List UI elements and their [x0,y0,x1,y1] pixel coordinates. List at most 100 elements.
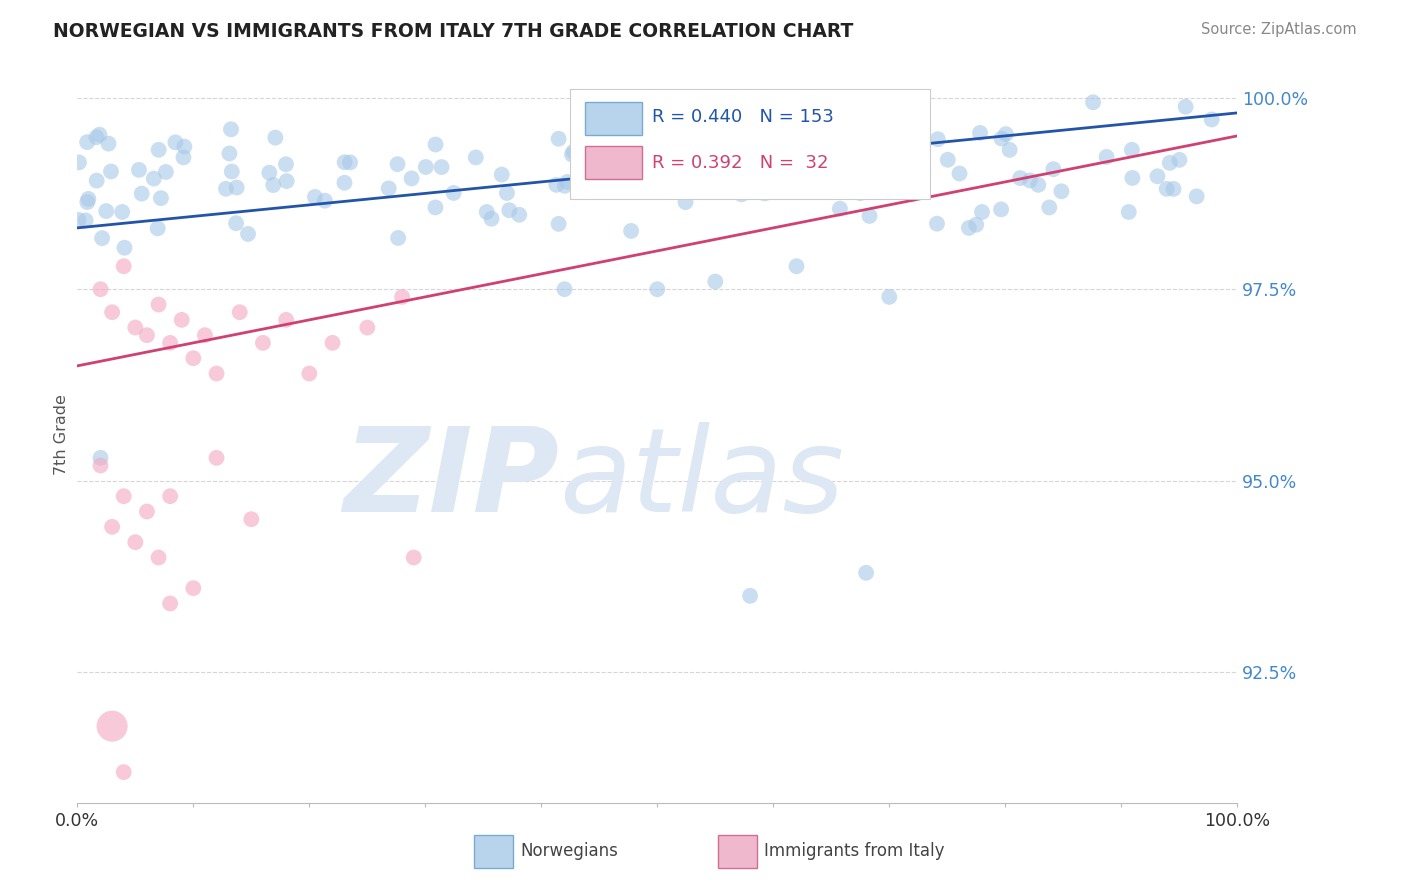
Point [274,313,298,327]
Point [97,136,120,151]
Point [183,581,205,595]
Point [1118,205,1140,219]
Point [853,130,876,145]
Point [159,597,181,611]
Point [898,158,921,172]
Point [481,211,503,226]
Point [221,164,243,178]
Point [76,195,98,210]
Point [259,166,281,180]
Point [900,187,922,202]
Point [675,195,697,210]
Point [547,132,569,146]
Point [994,127,1017,141]
Point [1159,156,1181,170]
Point [498,203,520,218]
Point [546,178,568,192]
Point [430,160,453,174]
Y-axis label: 7th Grade: 7th Grade [53,394,69,475]
Point [562,145,585,159]
Point [159,489,181,503]
Point [770,182,793,196]
Point [1042,162,1064,177]
Point [228,305,252,319]
Point [240,512,263,526]
Point [173,139,195,153]
Point [645,158,668,172]
Point [128,162,150,177]
Point [762,145,785,160]
Point [603,150,626,164]
Point [262,178,284,192]
Point [148,143,170,157]
Point [998,143,1021,157]
Point [86,173,108,187]
Point [1019,173,1042,187]
Point [218,146,240,161]
Point [1156,182,1178,196]
Text: ZIP: ZIP [343,422,558,536]
Point [77,192,100,206]
Point [600,176,623,190]
Point [225,180,247,194]
Point [889,132,911,146]
Point [1050,184,1073,198]
Point [619,148,641,162]
Point [911,137,934,152]
Point [67,155,90,169]
Point [236,227,259,241]
Text: Norwegians: Norwegians [520,842,619,861]
Text: R = 0.440   N = 153: R = 0.440 N = 153 [651,108,834,126]
Point [124,320,146,334]
Point [1038,201,1060,215]
Point [873,150,896,164]
Point [592,185,614,199]
Point [1185,189,1208,203]
Point [387,231,409,245]
Point [155,165,177,179]
Point [91,231,114,245]
Point [75,213,97,227]
Text: R = 0.392   N =  32: R = 0.392 N = 32 [651,154,828,172]
Point [146,221,169,235]
Point [90,458,111,473]
Point [554,282,576,296]
Point [142,171,165,186]
Point [1081,95,1104,110]
Text: Source: ZipAtlas.com: Source: ZipAtlas.com [1201,22,1357,37]
Point [96,204,118,219]
Point [636,161,658,175]
Point [165,136,187,150]
Point [673,137,696,152]
Point [183,351,205,366]
Point [858,209,880,223]
Point [828,202,851,216]
Point [112,489,135,503]
Point [496,186,519,200]
Point [609,179,631,194]
Point [1010,171,1032,186]
Point [647,114,669,128]
Point [225,216,247,230]
Point [603,172,626,186]
Point [927,132,949,146]
Point [321,335,344,350]
Point [112,765,135,780]
Point [215,182,238,196]
Point [1026,178,1049,192]
Point [219,122,242,136]
Point [547,217,569,231]
Point [1163,182,1185,196]
Point [599,177,621,191]
Point [855,566,877,580]
Point [333,155,356,169]
FancyBboxPatch shape [585,146,643,178]
Point [131,186,153,201]
Point [402,550,425,565]
Point [508,208,530,222]
Point [443,186,465,200]
Point [740,589,762,603]
Point [830,132,852,146]
Point [575,153,598,168]
Point [124,535,146,549]
